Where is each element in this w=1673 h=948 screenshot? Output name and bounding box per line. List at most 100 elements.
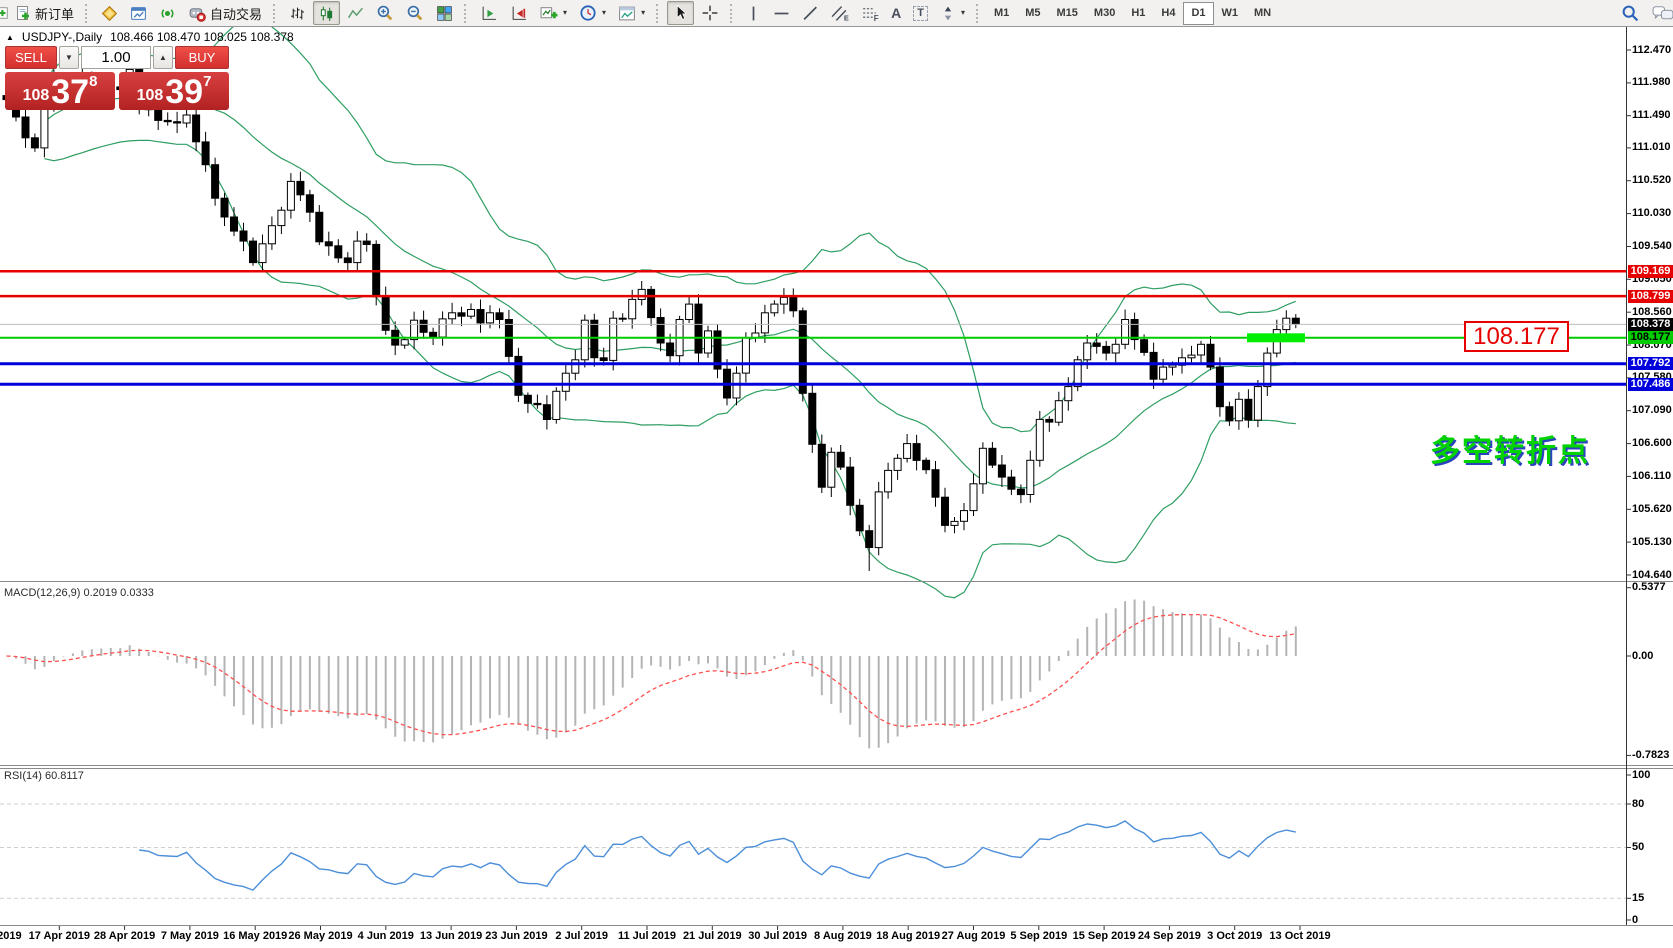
- rsi-axis-tick: 0: [1632, 913, 1639, 926]
- text-tool-icon[interactable]: A: [886, 1, 906, 25]
- search-icon[interactable]: [1616, 1, 1645, 25]
- date-axis-label: 23 Jun 2019: [485, 930, 548, 942]
- candlestick-chart-icon[interactable]: [313, 1, 341, 25]
- data-window-icon[interactable]: [125, 1, 152, 25]
- market-watch-icon[interactable]: [96, 1, 123, 25]
- zoom-in-icon[interactable]: [371, 1, 399, 25]
- price-axis-tick: 107.090: [1632, 404, 1672, 417]
- line-chart-icon[interactable]: [342, 1, 369, 25]
- date-axis-label: 30 Jul 2019: [748, 930, 807, 942]
- rsi-axis-tick: 100: [1632, 768, 1651, 781]
- timeframe-m5[interactable]: M5: [1025, 7, 1041, 19]
- chart-header: ▲ USDJPY-,Daily 108.466 108.470 108.025 …: [6, 30, 294, 44]
- date-axis-label: 26 May 2019: [288, 930, 353, 942]
- date-axis-label: 2 Jul 2019: [555, 930, 608, 942]
- autotrading-button[interactable]: 自动交易: [183, 1, 267, 25]
- one-click-trading-panel: SELL ▼ 1.00 ▲ BUY 108 37 8 108 39 7: [5, 46, 229, 110]
- arrows-tool-icon: [940, 5, 956, 22]
- price-axis-tick: 104.640: [1632, 568, 1672, 581]
- sell-button[interactable]: SELL: [5, 46, 57, 69]
- macd-histogram: [15, 599, 1297, 749]
- indicators-icon: [540, 5, 558, 22]
- chart-title: USDJPY-,Daily: [21, 30, 103, 44]
- timeframe-h1[interactable]: H1: [1131, 7, 1146, 19]
- price-axis-tick: 108.560: [1632, 305, 1672, 318]
- trendline-tool-icon[interactable]: [797, 1, 824, 25]
- date-axis-label: 28 Apr 2019: [93, 930, 156, 942]
- chinese-annotation: 多空转折点: [1430, 435, 1590, 468]
- date-axis-label: 21 Jul 2019: [682, 930, 742, 942]
- price-axis-tick: 111.980: [1632, 76, 1671, 89]
- horizontal-level-lines[interactable]: [0, 270, 1626, 386]
- rsi-axis-tick: 50: [1632, 841, 1645, 853]
- chat-icon[interactable]: [1647, 1, 1673, 25]
- timeframe-h4[interactable]: H4: [1161, 7, 1176, 19]
- macd-signal-line: [6, 613, 1296, 736]
- templates-button[interactable]: ▾: [613, 1, 650, 25]
- price-axis-tick: 111.010: [1632, 141, 1671, 154]
- auto-scroll-icon[interactable]: [475, 1, 503, 25]
- price-axis-tick: 110.030: [1632, 207, 1672, 220]
- arrows-tool-button[interactable]: ▾: [935, 1, 970, 25]
- vertical-line-tool-icon[interactable]: [741, 1, 766, 25]
- fibonacci-tool-icon[interactable]: F: [856, 1, 884, 25]
- svg-text:F: F: [874, 13, 879, 21]
- bollinger-bands: [43, 17, 1297, 599]
- timeframe-mn[interactable]: MN: [1254, 7, 1272, 19]
- macd-axis-tick: 0.5377: [1632, 581, 1666, 594]
- sell-price-display[interactable]: 108 37 8: [5, 72, 115, 110]
- price-axis-tick: 105.620: [1632, 502, 1672, 515]
- dropdown-caret: ▾: [563, 8, 568, 17]
- text-label-tool-icon[interactable]: T: [908, 1, 933, 25]
- volume-increase-button[interactable]: ▲: [153, 46, 173, 69]
- timeframe-m30[interactable]: M30: [1093, 7, 1116, 19]
- price-axis-tick: 110.520: [1632, 174, 1672, 187]
- price-callout-box[interactable]: 108.177: [1464, 321, 1569, 352]
- level-tag-108.177: 108.177: [1628, 331, 1673, 345]
- bar-chart-icon[interactable]: [284, 1, 311, 25]
- collapse-arrow-icon[interactable]: ▲: [6, 32, 14, 42]
- toolbar-separator: [85, 3, 90, 23]
- price-axis-tick: 111.490: [1632, 109, 1671, 122]
- equidistant-channel-tool-icon[interactable]: E: [826, 1, 854, 25]
- volume-decrease-button[interactable]: ▼: [59, 46, 79, 69]
- chart-shift-icon[interactable]: [505, 1, 533, 25]
- rsi-line: [139, 820, 1296, 891]
- date-axis-label: 15 Sep 2019: [1072, 930, 1136, 942]
- buy-button[interactable]: BUY: [175, 46, 229, 69]
- date-axis-label: 24 Sep 2019: [1137, 930, 1201, 942]
- periods-button[interactable]: ▾: [574, 1, 611, 25]
- rsi-axis-tick: 15: [1632, 891, 1645, 904]
- date-axis-label: 27 Aug 2019: [941, 930, 1006, 942]
- signals-icon[interactable]: [154, 1, 181, 25]
- zoom-out-icon[interactable]: [401, 1, 429, 25]
- horizontal-line-tool-icon[interactable]: [768, 1, 795, 25]
- date-axis-label: 8 Apr 2019: [0, 930, 22, 942]
- level-tag-108.799: 108.799: [1628, 289, 1673, 303]
- timeframe-toolbar: M1 M5 M15 M30 H1 H4 D1 W1 MN: [986, 1, 1279, 25]
- timeframe-d1[interactable]: D1: [1183, 1, 1214, 25]
- new-order-button[interactable]: 新订单: [10, 1, 79, 25]
- cursor-tool-icon[interactable]: [667, 1, 695, 25]
- timeframe-w1[interactable]: W1: [1221, 7, 1239, 19]
- label-tool-letter: T: [913, 5, 928, 21]
- tile-windows-icon[interactable]: [431, 1, 458, 25]
- level-highlight-segment[interactable]: [1247, 333, 1305, 343]
- date-axis-label: 3 Oct 2019: [1207, 930, 1263, 942]
- toolbar-separator: [656, 3, 661, 23]
- rsi-level-lines: [0, 803, 1626, 899]
- crosshair-tool-icon[interactable]: [696, 1, 724, 25]
- indicators-button[interactable]: ▾: [535, 1, 572, 25]
- pane-borders: [0, 581, 1673, 926]
- dropdown-caret: ▾: [960, 8, 965, 17]
- toolbar-separator: [273, 3, 278, 23]
- timeframe-m15[interactable]: M15: [1056, 7, 1078, 19]
- new-chart-icon[interactable]: [0, 5, 9, 21]
- templates-icon: [618, 5, 636, 22]
- buy-price-display[interactable]: 108 39 7: [119, 72, 229, 110]
- volume-input[interactable]: 1.00: [81, 46, 151, 69]
- clock-icon: [579, 4, 597, 22]
- timeframe-m1[interactable]: M1: [993, 7, 1010, 19]
